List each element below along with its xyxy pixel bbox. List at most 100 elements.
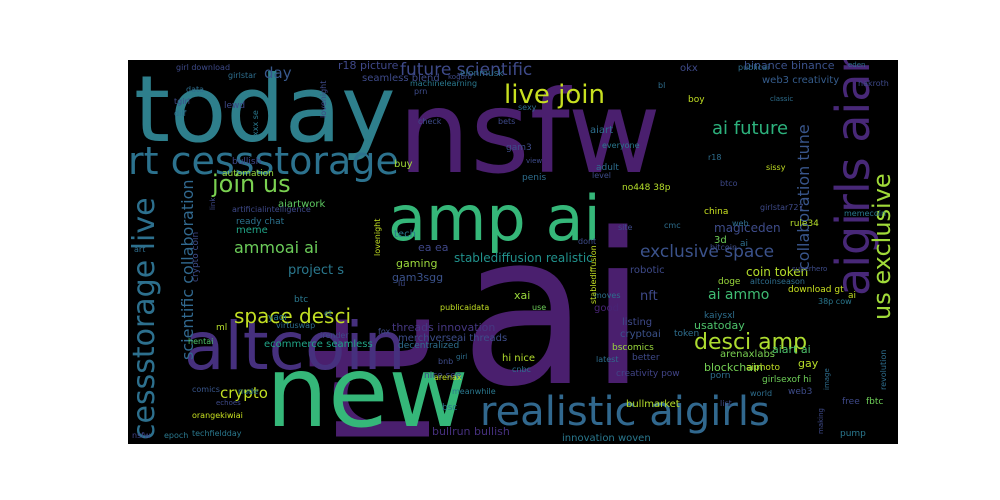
word-ai-future: ai future bbox=[712, 118, 789, 139]
word-amp-ai: amp ai bbox=[388, 182, 601, 255]
word-girlstar: girlstar bbox=[228, 71, 257, 80]
word-art: art bbox=[134, 245, 146, 254]
word-altcoinseason: altcoinseason bbox=[750, 277, 805, 286]
word-threads-innovation: threads innovation bbox=[392, 321, 496, 334]
word-yaoi: yaoi bbox=[268, 313, 287, 323]
word-usatoday: usatoday bbox=[694, 319, 745, 332]
word-arenaxlabs: arenaxlabs bbox=[720, 349, 776, 360]
word-latest: latest bbox=[596, 355, 619, 364]
word-gam3: gam3 bbox=[506, 143, 532, 153]
word-bl: bl bbox=[658, 81, 666, 90]
word-space-desci: space desci bbox=[234, 304, 352, 328]
word-ml: ml bbox=[216, 323, 228, 333]
word-btco: btco bbox=[720, 179, 738, 188]
word-adult: adult bbox=[596, 163, 619, 173]
word-virtuswap: virtuswap bbox=[276, 321, 316, 330]
word-ea-ea: ea ea bbox=[418, 241, 449, 254]
word-irender: irender bbox=[320, 331, 349, 340]
word-penis: penis bbox=[522, 173, 547, 183]
word-gaming: gaming bbox=[396, 257, 438, 270]
word-collaboration-tune: collaboration tune bbox=[794, 124, 813, 270]
word-gam3sgg: gam3sgg bbox=[392, 271, 444, 284]
word-xai: xai bbox=[514, 289, 531, 302]
word-et: et bbox=[324, 309, 333, 318]
word-magiceden: magiceden bbox=[714, 221, 781, 235]
word-echoes: echoes bbox=[216, 399, 241, 407]
word-innovation-woven: innovation woven bbox=[562, 433, 651, 444]
word-cnbc: cnbc bbox=[512, 365, 531, 374]
word-lu: lu bbox=[398, 279, 406, 288]
word-porn: porn bbox=[710, 371, 731, 381]
word-girlsexof-hi: girlsexof hi bbox=[762, 375, 812, 385]
word-bullrun-bullish: bullrun bullish bbox=[432, 425, 510, 438]
word-altcoin: altcoin bbox=[184, 308, 406, 385]
word-fox: fox bbox=[378, 327, 391, 336]
word-rule34: rule34 bbox=[790, 219, 819, 229]
word-nft: nft bbox=[640, 289, 658, 304]
word-project-s: project s bbox=[288, 263, 345, 278]
word-tgirl: tgirl bbox=[174, 97, 190, 106]
word-cessstorage-live: cessstorage live bbox=[128, 197, 162, 440]
word-elonmusk: elonmusk bbox=[460, 69, 504, 79]
word-memecoin: memecoin bbox=[844, 209, 887, 218]
word-binance-binance: binance binance bbox=[744, 60, 835, 72]
word-bnb: bnb bbox=[438, 357, 454, 366]
word-hentai: hentai bbox=[188, 337, 214, 346]
word-live-join: live join bbox=[504, 80, 605, 110]
word-web3-creativity: web3 creativity bbox=[762, 75, 840, 86]
word-lewd: lewd bbox=[224, 101, 246, 111]
word-epoch: epoch bbox=[164, 431, 189, 440]
word-crypto: crypto bbox=[220, 384, 268, 402]
word-okx: okx bbox=[680, 63, 698, 74]
word-robotic: robotic bbox=[630, 265, 665, 276]
word-eden: eden bbox=[848, 61, 866, 69]
word-stablediffusion-realistic: stablediffusion realistic bbox=[454, 251, 593, 265]
word-r18: r18 bbox=[708, 153, 722, 162]
word-nsfw: nsfw bbox=[132, 431, 151, 440]
word-listing: listing bbox=[622, 317, 653, 328]
word-techfieldday: techfieldday bbox=[192, 429, 242, 438]
word-kogoro: kogoro bbox=[448, 73, 472, 81]
word-china: china bbox=[704, 207, 729, 217]
word-decentralized: decentralized bbox=[398, 341, 460, 351]
word-view: view bbox=[526, 157, 543, 165]
word-us-exclusive: us exclusive bbox=[868, 173, 896, 320]
word-tech: tech bbox=[394, 229, 416, 240]
word-publicaidata: publicaidata bbox=[440, 303, 490, 312]
word-superhero: superhero bbox=[792, 265, 828, 273]
word-bitcoin: bitcoin bbox=[710, 243, 738, 252]
word-future-scientific: future scientific bbox=[400, 60, 533, 80]
word-making: making bbox=[817, 408, 825, 434]
word-38p-cow: 38p cow bbox=[818, 297, 852, 306]
word-blockchain: blockchain bbox=[704, 361, 763, 374]
word-seamless-blend: seamless blend bbox=[362, 73, 440, 84]
word-automation: automation bbox=[222, 169, 274, 179]
word-token: token bbox=[674, 329, 700, 339]
word-nakroth: nakroth bbox=[858, 79, 889, 88]
word-aiartwork: aiartwork bbox=[278, 199, 326, 210]
word-revolution: revolution bbox=[879, 349, 888, 390]
word-aiphoto: aiphoto bbox=[746, 363, 780, 373]
word-nice-see: nice see bbox=[424, 371, 462, 381]
word-better: better bbox=[632, 353, 660, 363]
word-machinelearning: machinelearning bbox=[410, 79, 478, 88]
word-lovenight-1: lovenight bbox=[319, 80, 328, 118]
word-creativity-pow: creativity pow bbox=[616, 369, 680, 379]
word-dont: dont bbox=[578, 237, 597, 246]
word-list: list bbox=[720, 399, 732, 408]
word-publicai: publicai bbox=[738, 63, 770, 72]
word-kaiysxl: kaiysxl bbox=[704, 311, 735, 321]
word-arenax: arenax bbox=[434, 373, 462, 382]
word-exclusive-space: exclusive space bbox=[640, 242, 775, 262]
word-pump: pump bbox=[840, 429, 866, 439]
word-comics: comics bbox=[192, 385, 220, 394]
word-bullish: bullish bbox=[232, 157, 262, 167]
word-data: data bbox=[186, 85, 205, 94]
word-rt-cessstorage: rt cessstorage bbox=[128, 139, 399, 183]
word-lovenight-2: lovenight bbox=[373, 218, 382, 256]
word-realistic-aigirls: realistic aigirls bbox=[480, 389, 770, 435]
word-aiart: aiart bbox=[590, 125, 614, 136]
word-nsfw: nsfw bbox=[398, 66, 662, 199]
word-classic: classic bbox=[770, 95, 794, 103]
word-desci-amp: desci amp bbox=[694, 330, 808, 355]
